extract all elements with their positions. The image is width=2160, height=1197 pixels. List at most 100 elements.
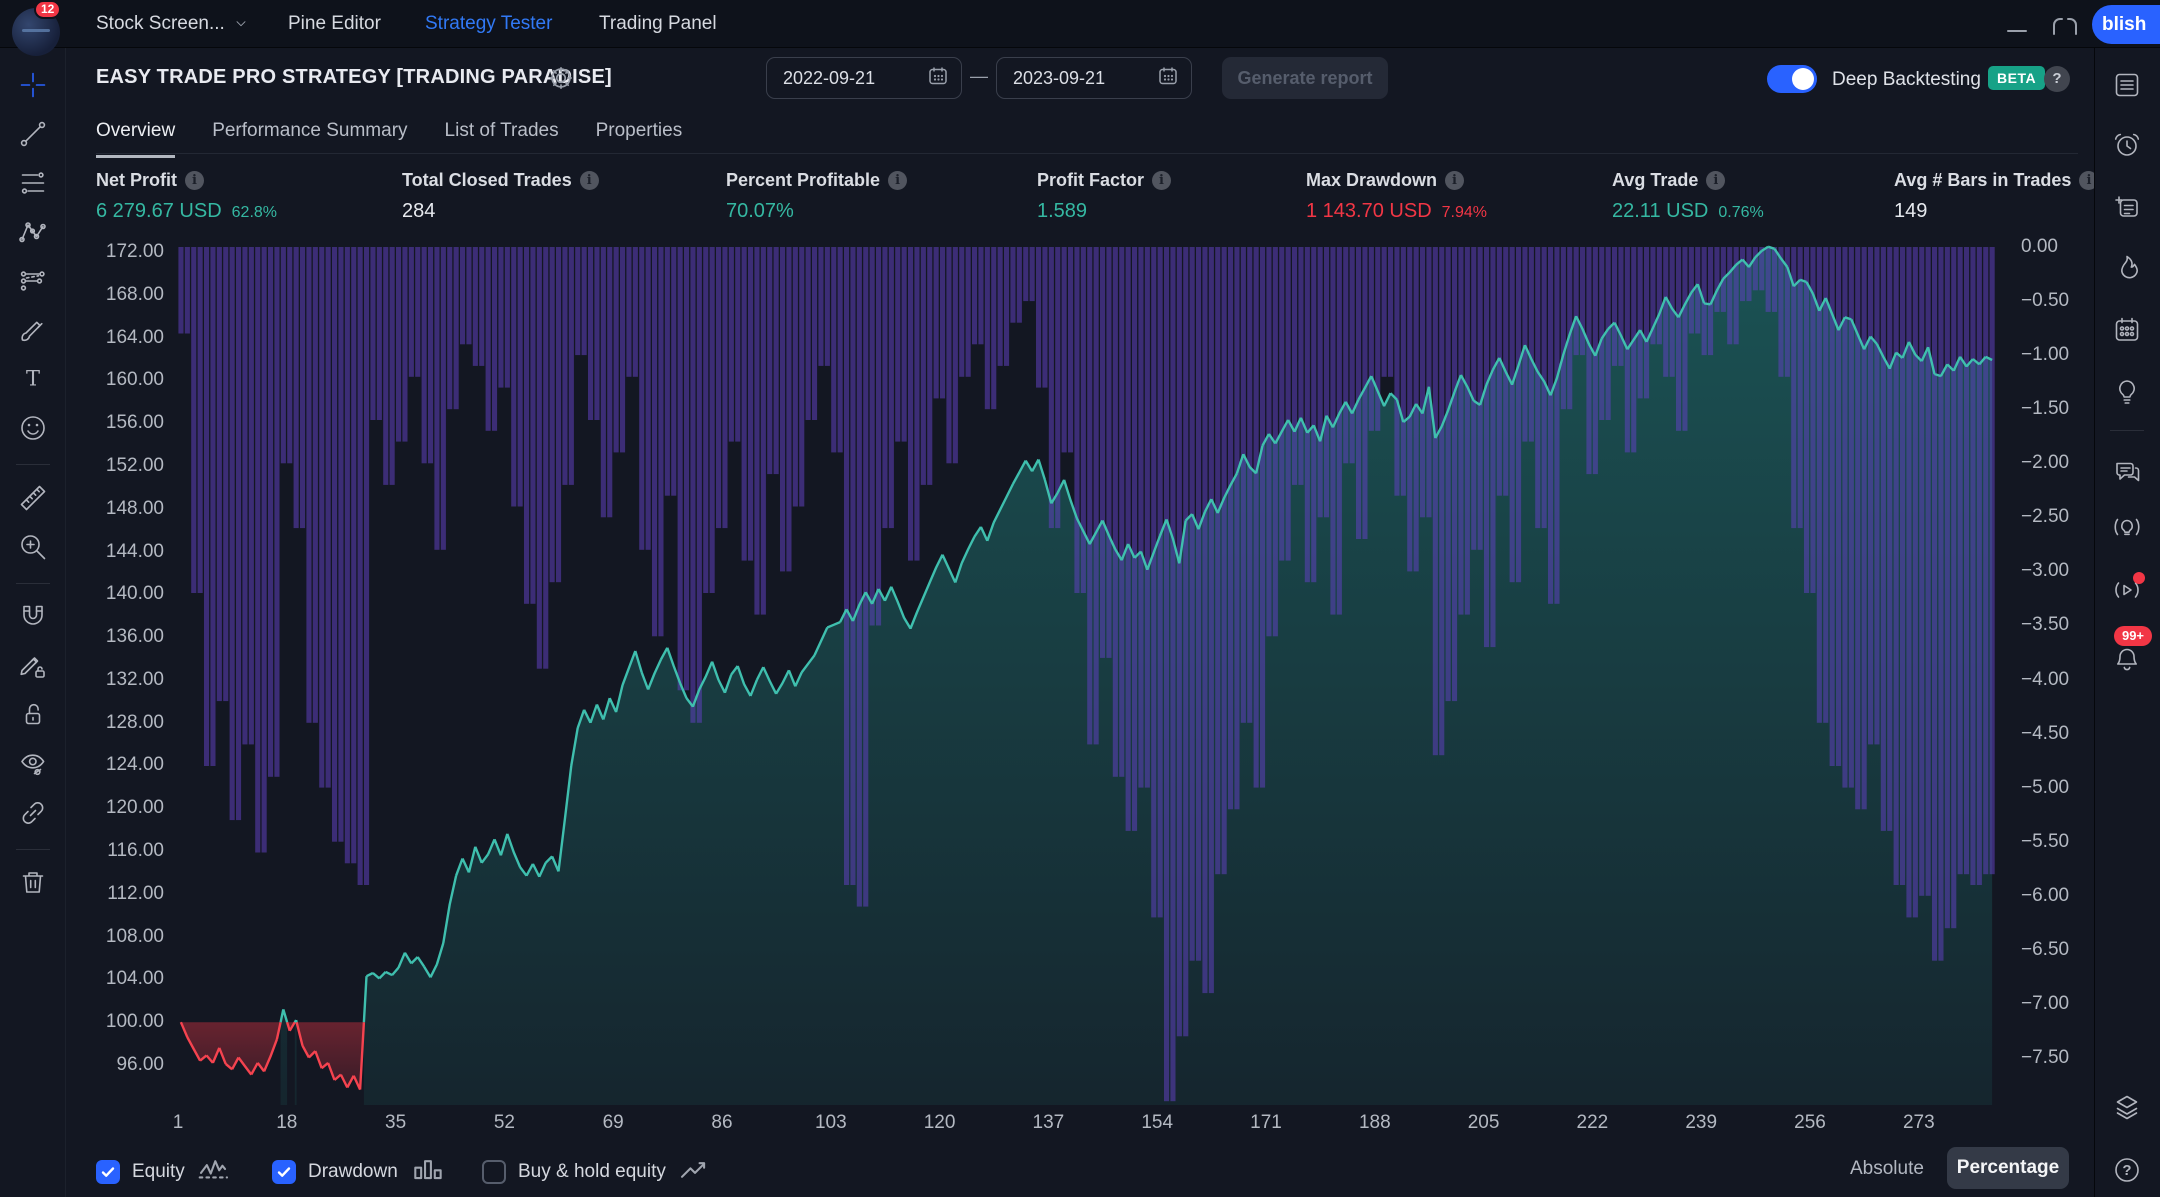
toolbar-divider	[2110, 430, 2144, 431]
stat-label: Max Drawdown	[1306, 170, 1438, 190]
crosshair-tool[interactable]	[14, 66, 52, 104]
nav-strategy-tester[interactable]: Strategy Tester	[425, 0, 552, 48]
link-tool[interactable]	[14, 794, 52, 832]
calendar-icon	[927, 65, 949, 92]
checked-checkbox[interactable]	[96, 1159, 120, 1184]
text-tool[interactable]: T	[14, 360, 52, 398]
tabs-divider	[96, 153, 2078, 154]
notes-button[interactable]	[2108, 189, 2146, 227]
mode-absolute-button[interactable]: Absolute	[1850, 1158, 1924, 1179]
tab-properties[interactable]: Properties	[595, 120, 683, 141]
nav-pine-editor[interactable]: Pine Editor	[288, 0, 381, 48]
left-axis-tick: 140.00	[105, 583, 164, 605]
window-minimize-icon[interactable]	[2002, 10, 2032, 40]
emoji-tool[interactable]	[14, 409, 52, 447]
right-axis-tick: −2.50	[2021, 506, 2070, 528]
stat-profit-factor: Profit Factor i 1.589	[1037, 170, 1172, 223]
object-tree-button[interactable]	[2108, 1089, 2146, 1127]
stat-max-drawdown: Max Drawdown i 1 143.70 USD 7.94%	[1306, 170, 1487, 223]
crosshair-icon	[20, 72, 46, 98]
hotlist-flame-button[interactable]	[2108, 249, 2146, 287]
left-axis-tick: 156.00	[105, 412, 164, 434]
tab-list-of-trades[interactable]: List of Trades	[444, 120, 559, 141]
ruler-tool[interactable]	[14, 479, 52, 517]
stat-sub-value: 62.8%	[231, 204, 278, 221]
deep-backtesting-toggle[interactable]	[1767, 65, 1817, 93]
toolbar-divider	[16, 464, 50, 465]
info-icon[interactable]: i	[888, 171, 908, 190]
date-from-field[interactable]: 2022-09-21	[766, 57, 962, 99]
stat-label: Percent Profitable	[726, 170, 881, 190]
right-axis-tick: −1.50	[2021, 398, 2070, 420]
x-axis-tick: 239	[1685, 1112, 1718, 1133]
x-axis-tick: 52	[493, 1112, 515, 1133]
left-axis-tick: 132.00	[105, 668, 164, 690]
deep-backtesting-help-icon[interactable]: ?	[2044, 66, 2070, 92]
stat-net-profit: Net Profit i 6 279.67 USD 62.8%	[96, 170, 277, 223]
unchecked-checkbox[interactable]	[482, 1159, 506, 1184]
trash-tool[interactable]	[14, 864, 52, 902]
notifications-bell-button[interactable]	[2108, 641, 2146, 679]
hotlist-flame-icon	[2120, 255, 2138, 279]
nav-label: Strategy Tester	[425, 13, 553, 34]
info-icon[interactable]: i	[185, 171, 204, 190]
equity-line-icon	[197, 1156, 231, 1187]
help-button[interactable]: ?	[2108, 1151, 2146, 1189]
x-axis-tick: 1	[172, 1112, 184, 1133]
ruler-icon	[20, 485, 46, 511]
right-axis-tick: −3.00	[2021, 560, 2070, 582]
publish-button[interactable]: blish	[2092, 5, 2160, 44]
chat-icon	[2116, 462, 2140, 482]
ideas-bulb-button[interactable]	[2108, 373, 2146, 411]
calendar-button[interactable]	[2108, 311, 2146, 349]
stat-value: 149	[1894, 200, 1928, 222]
nav-stock-screen[interactable]: Stock Screen...	[96, 0, 249, 48]
date-to-field[interactable]: 2023-09-21	[996, 57, 1192, 99]
right-axis-tick: −1.00	[2021, 344, 2070, 366]
chat-button[interactable]	[2108, 453, 2146, 491]
left-axis-tick: 172.00	[105, 241, 164, 262]
drawing-lock-icon	[20, 657, 45, 678]
alerts-clock-button[interactable]	[2108, 126, 2146, 164]
left-axis-tick: 128.00	[105, 711, 164, 733]
checked-checkbox[interactable]	[272, 1159, 296, 1184]
nav-trading-panel[interactable]: Trading Panel	[599, 0, 717, 48]
live-stream-button[interactable]	[2108, 571, 2146, 609]
window-restore-icon[interactable]	[2050, 10, 2080, 40]
info-icon[interactable]: i	[1445, 171, 1465, 190]
magnet-tool[interactable]	[14, 598, 52, 636]
info-icon[interactable]: i	[2079, 171, 2099, 190]
x-axis-tick: 69	[602, 1112, 624, 1133]
info-icon[interactable]: i	[579, 171, 599, 190]
right-sidebar: 99+ ?	[2094, 48, 2160, 1197]
live-stream-badge	[2133, 572, 2145, 584]
info-icon[interactable]: i	[1706, 171, 1726, 190]
drawing-lock-tool[interactable]	[14, 647, 52, 685]
ideas-stream-button[interactable]	[2108, 508, 2146, 546]
mode-percentage-button[interactable]: Percentage	[1947, 1147, 2069, 1189]
legend-label: Equity	[132, 1160, 185, 1182]
notifications-count-badge: 99+	[2114, 626, 2152, 646]
avatar-notification-badge: 12	[34, 0, 62, 19]
alerts-clock-icon	[2114, 133, 2140, 156]
zoom-in-tool[interactable]	[14, 528, 52, 566]
lock-tool[interactable]	[14, 696, 52, 734]
strategy-tabs: Overview Performance Summary List of Trade…	[96, 112, 682, 158]
strategy-settings-gear-icon[interactable]	[546, 63, 576, 93]
hide-drawings-tool[interactable]	[14, 745, 52, 783]
tab-performance-summary[interactable]: Performance Summary	[212, 120, 408, 141]
x-axis-tick: 171	[1250, 1112, 1282, 1133]
fib-retracement-tool[interactable]	[14, 164, 52, 202]
stat-label: Total Closed Trades	[402, 170, 572, 190]
forecast-tool[interactable]	[14, 262, 52, 300]
watchlist-button[interactable]	[2108, 66, 2146, 104]
xabcd-pattern-tool[interactable]	[14, 213, 52, 251]
stat-value: 284	[402, 200, 436, 222]
brush-tool[interactable]	[14, 311, 52, 349]
equity-curve-chart[interactable]	[178, 240, 2004, 1105]
left-axis-tick: 160.00	[105, 369, 164, 391]
tab-overview[interactable]: Overview	[96, 112, 176, 158]
info-icon[interactable]: i	[1152, 171, 1172, 190]
generate-report-button[interactable]: Generate report	[1222, 57, 1388, 99]
trend-line-tool[interactable]	[14, 115, 52, 153]
